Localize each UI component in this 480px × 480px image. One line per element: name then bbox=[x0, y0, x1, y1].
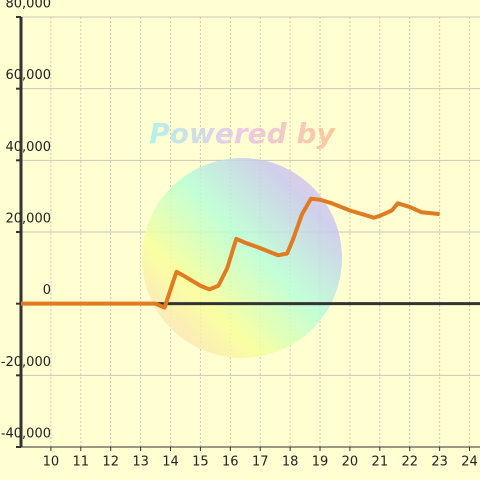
x-tick-label: 20 bbox=[342, 455, 359, 470]
x-tick-label: 15 bbox=[192, 455, 209, 470]
x-tick-label: 13 bbox=[132, 455, 149, 470]
watermark: Powered by bbox=[142, 117, 342, 358]
x-tick-label: 12 bbox=[102, 455, 119, 470]
x-tick-label: 10 bbox=[43, 455, 60, 470]
x-tick-label: 22 bbox=[401, 455, 418, 470]
y-tick-label: 60,000 bbox=[6, 68, 52, 83]
data-line bbox=[21, 196, 440, 310]
x-tick-label: 11 bbox=[73, 455, 90, 470]
plot: -40,000 -20,000 0 20,000 40,000 60,000 80,000 1… bbox=[1, 0, 480, 470]
watermark-text: Powered by bbox=[149, 117, 336, 150]
x-tick-label: 23 bbox=[431, 455, 448, 470]
x-tick-label: 21 bbox=[372, 455, 389, 470]
y-tick-label: 0 bbox=[43, 283, 51, 298]
x-tick-label: 24 bbox=[461, 455, 478, 470]
y-tick-label: 20,000 bbox=[6, 212, 52, 227]
x-tick-label: 18 bbox=[282, 455, 299, 470]
y-tick-label: -40,000 bbox=[1, 427, 51, 442]
watermark-logo bbox=[142, 158, 342, 358]
y-tick-label: -20,000 bbox=[1, 355, 51, 370]
x-tick-label: 17 bbox=[252, 455, 269, 470]
y-tick-label: 80,000 bbox=[6, 0, 52, 12]
x-tick-label: 14 bbox=[162, 455, 179, 470]
x-tick-label: 16 bbox=[222, 455, 239, 470]
x-tick-label: 19 bbox=[312, 455, 329, 470]
y-tick-label: 40,000 bbox=[6, 140, 52, 155]
